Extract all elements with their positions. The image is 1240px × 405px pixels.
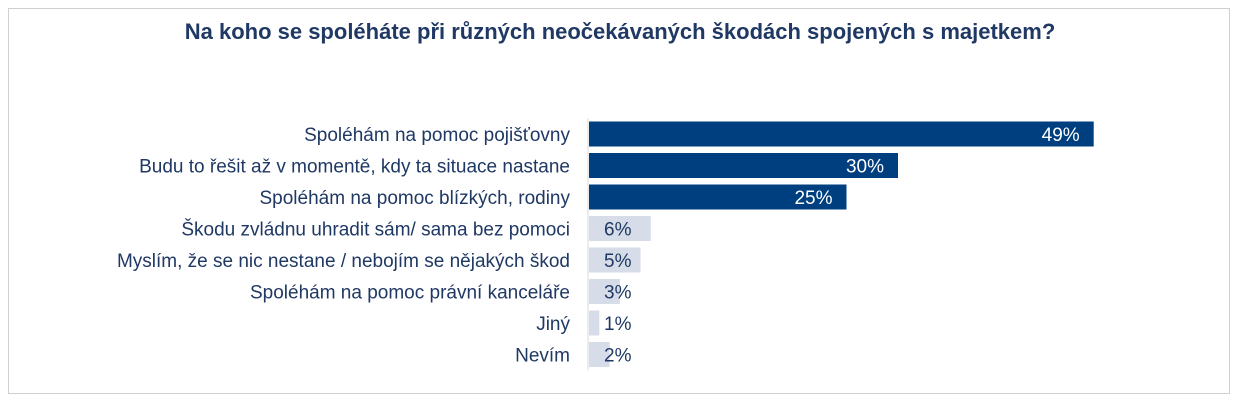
category-label: Budu to řešit až v momentě, kdy ta situa… xyxy=(139,157,570,178)
bar xyxy=(589,310,600,336)
bar xyxy=(589,153,898,178)
value-label: 3% xyxy=(604,283,632,304)
category-label: Škodu zvládnu uhradit sám/ sama bez pomo… xyxy=(181,219,570,241)
bar xyxy=(589,216,651,241)
bar xyxy=(589,184,847,210)
value-label: 25% xyxy=(794,188,832,209)
chart-title: Na koho se spoléháte při různých neočeká… xyxy=(184,19,1056,44)
bar xyxy=(589,121,1094,147)
value-label: 2% xyxy=(604,346,632,367)
category-label: Spoléhám na pomoc pojišťovny xyxy=(304,125,570,146)
bar xyxy=(589,247,641,273)
category-label: Spoléhám na pomoc právní kanceláře xyxy=(250,283,570,304)
bar xyxy=(589,342,610,367)
category-label: Spoléhám na pomoc blízkých, rodiny xyxy=(260,188,571,209)
category-label: Jiný xyxy=(536,314,570,335)
value-label: 5% xyxy=(604,251,632,272)
value-label: 1% xyxy=(604,314,632,335)
category-label: Nevím xyxy=(515,346,570,367)
bar xyxy=(589,279,620,304)
value-label: 6% xyxy=(604,220,632,241)
value-label: 30% xyxy=(846,157,884,178)
value-label: 49% xyxy=(1042,125,1080,146)
category-label: Myslím, že se nic nestane / nebojím se n… xyxy=(117,251,570,272)
